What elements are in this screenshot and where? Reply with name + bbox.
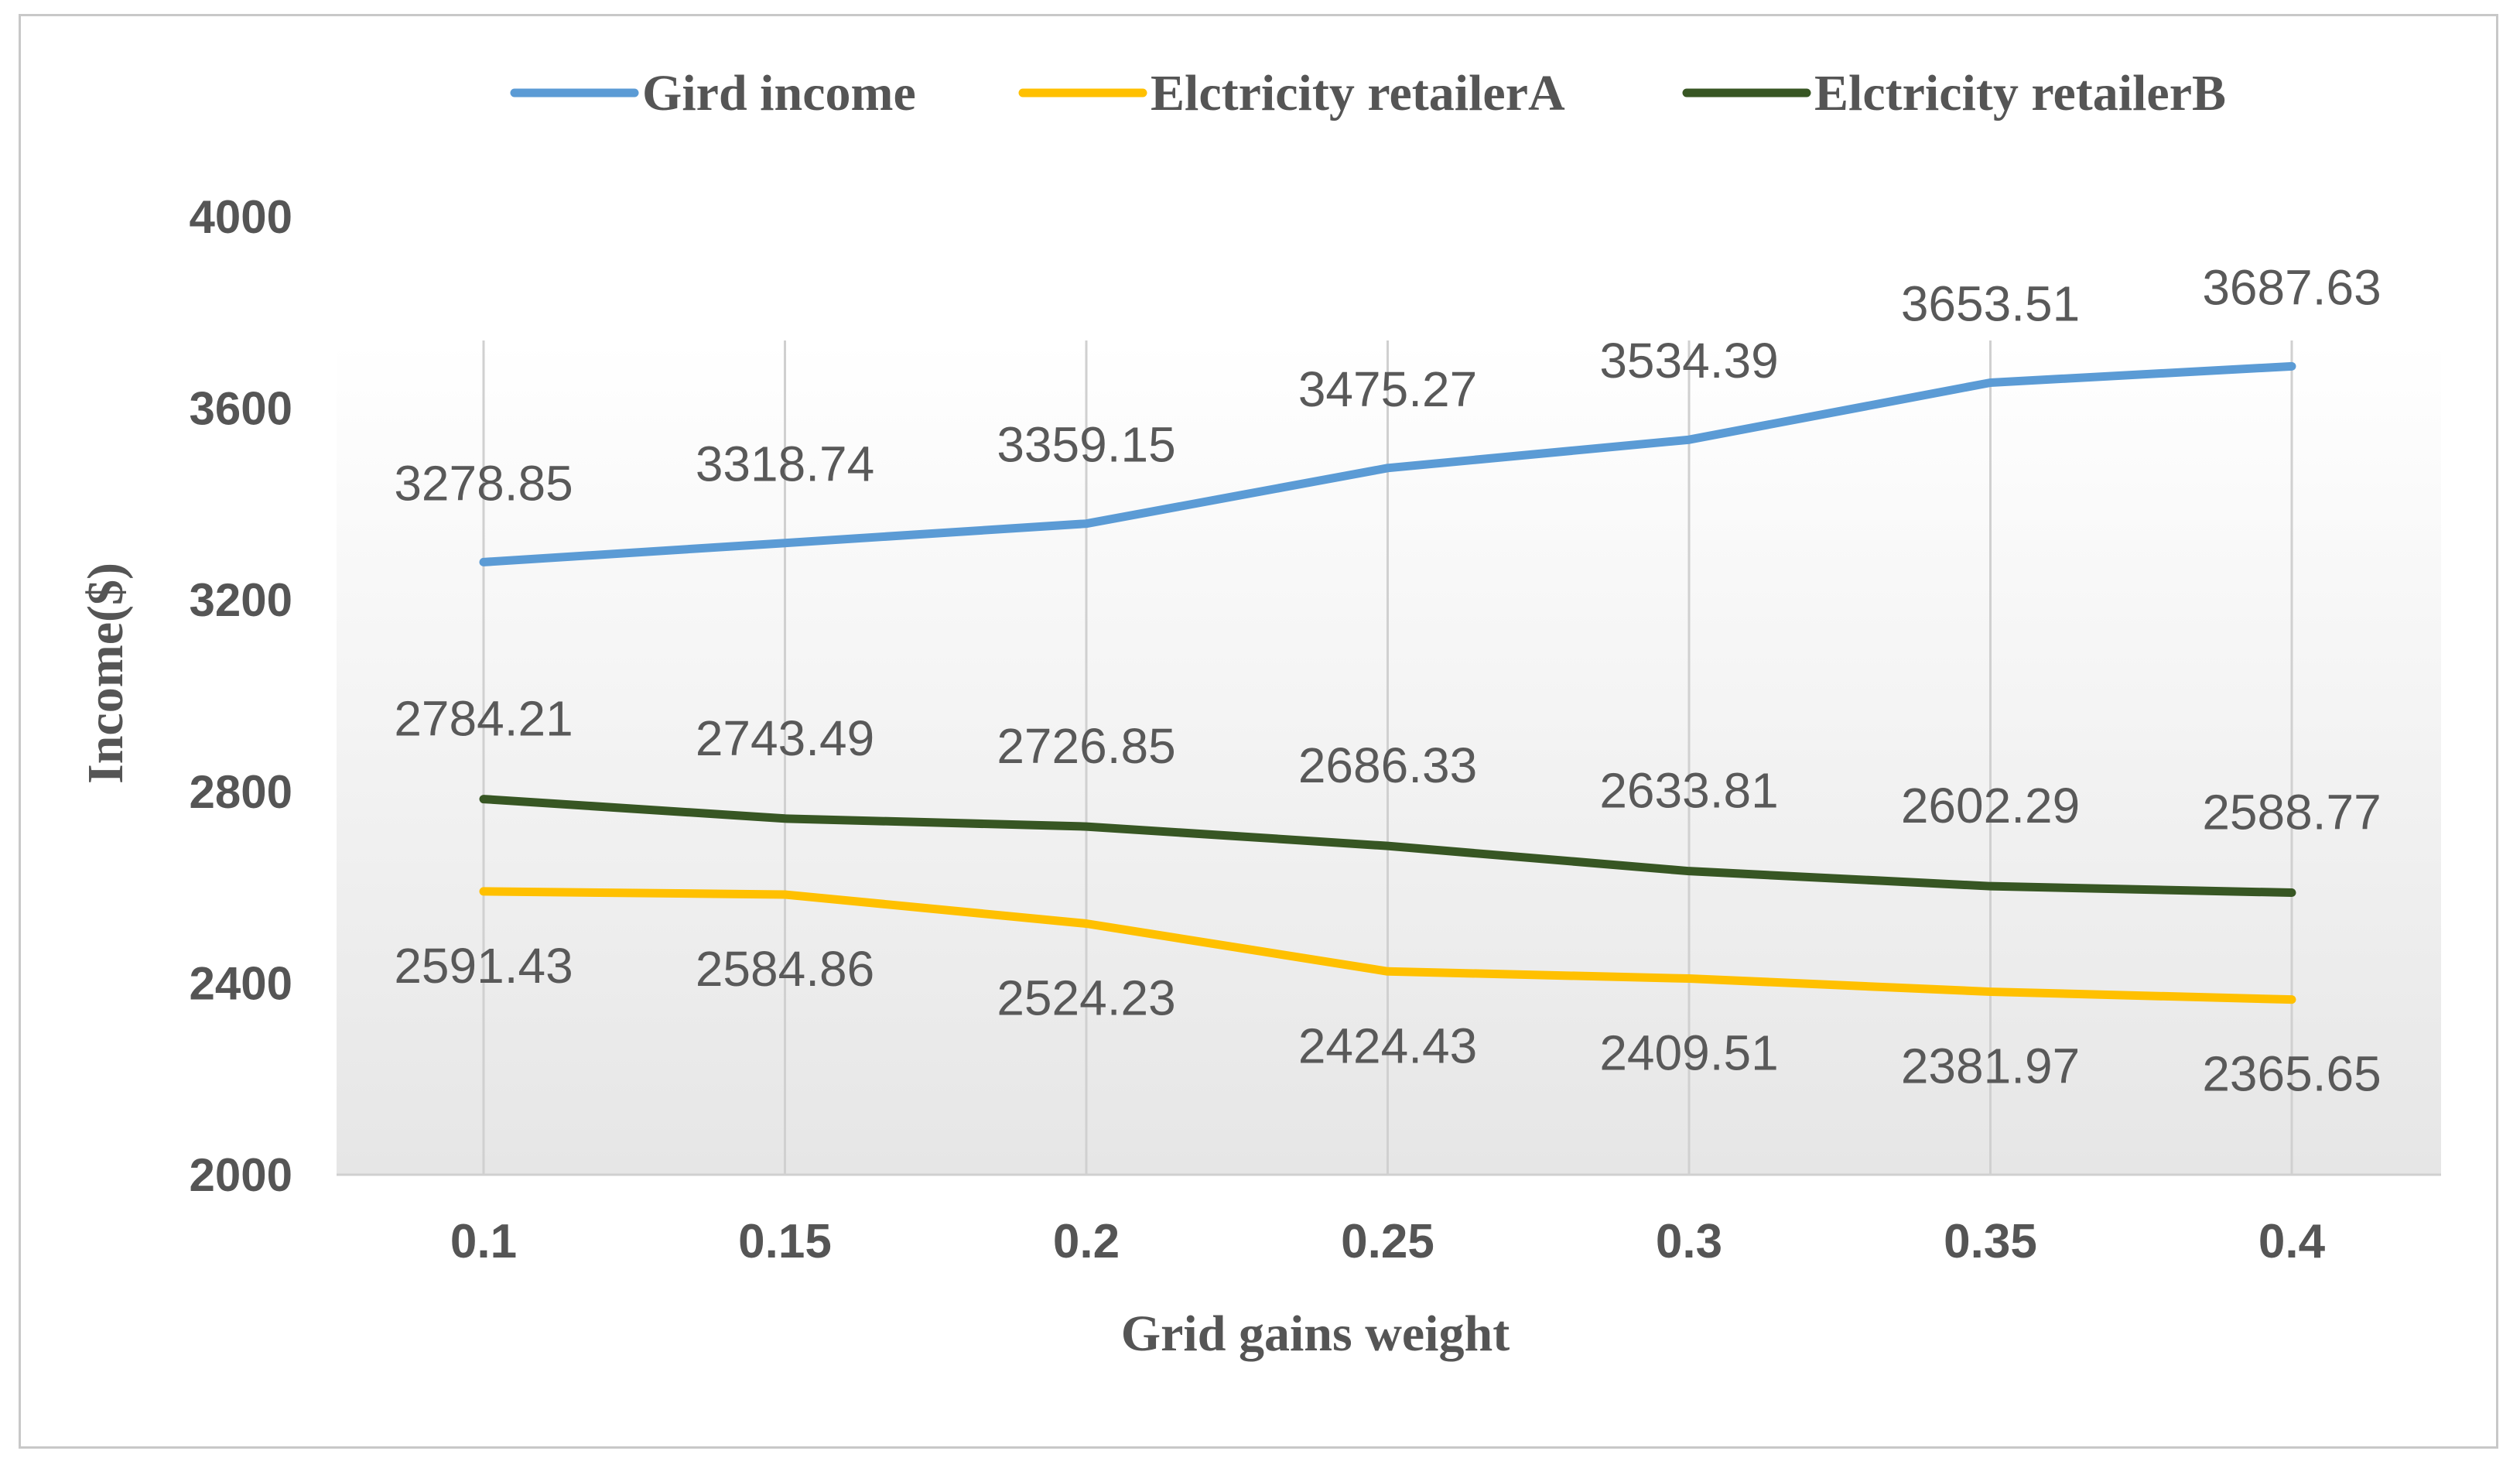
data-label: 2365.65	[2202, 1046, 2381, 1102]
data-label: 3278.85	[394, 455, 573, 511]
y-tick-label: 2000	[190, 1149, 292, 1201]
series-line-1	[479, 361, 2296, 566]
label-layer: 3278.85 3318.74 3359.15 3475.27 3534.39 3653.…	[394, 259, 2381, 1101]
y-tick-label: 3200	[190, 574, 292, 626]
data-label: 2743.49	[696, 710, 874, 766]
legend-label-2: Elctricity retailerA	[1151, 65, 1565, 121]
data-label: 2591.43	[394, 938, 573, 994]
data-label: 3359.15	[997, 417, 1175, 473]
x-tick-label: 0.3	[1656, 1215, 1722, 1268]
data-label: 2602.29	[1901, 778, 2080, 833]
grid-layer	[482, 340, 2293, 1175]
data-label: 2784.21	[394, 691, 573, 747]
series-layer	[479, 361, 2296, 1004]
y-tick-label: 4000	[190, 191, 292, 243]
data-label: 3687.63	[2202, 259, 2381, 315]
x-axis-title: Grid gains weight	[1121, 1305, 1510, 1362]
y-tick-label: 3600	[190, 383, 292, 435]
y-axis-title: Income($)	[77, 563, 134, 784]
legend: Gird income Elctricity retailerA Elctricit…	[510, 65, 2226, 121]
x-tick-label: 0.35	[1944, 1215, 2037, 1268]
data-label: 2726.85	[997, 718, 1175, 774]
x-tick-label: 0.4	[2258, 1215, 2326, 1268]
data-label: 2584.86	[696, 941, 874, 997]
data-label: 2633.81	[1599, 763, 1778, 819]
x-tick-label: 0.1	[450, 1215, 517, 1268]
data-label: 2381.97	[1901, 1039, 2080, 1094]
data-label: 2424.43	[1298, 1018, 1477, 1073]
series-line-2	[479, 887, 2296, 1004]
legend-label-3: Elctricity retailerB	[1814, 65, 2226, 121]
data-label: 2524.23	[997, 970, 1175, 1026]
data-label: 3534.39	[1599, 333, 1778, 388]
axis-layer: 2000 2400 2800 3200 3600 4000 0.1 0.15 0.2 0.25 0.…	[190, 191, 2441, 1268]
x-tick-label: 0.25	[1341, 1215, 1434, 1268]
y-tick-label: 2800	[190, 766, 292, 818]
x-tick-label: 0.15	[738, 1215, 832, 1268]
data-label: 2588.77	[2202, 785, 2381, 840]
data-label: 3318.74	[696, 436, 874, 492]
data-label: 2686.33	[1298, 737, 1477, 793]
series-line-3	[479, 795, 2296, 898]
data-label: 2409.51	[1599, 1025, 1778, 1081]
y-tick-label: 2400	[190, 957, 292, 1009]
x-tick-label: 0.2	[1053, 1215, 1120, 1268]
data-label: 3653.51	[1901, 275, 2080, 331]
data-label: 3475.27	[1298, 361, 1477, 417]
legend-label-1: Gird income	[642, 65, 916, 121]
